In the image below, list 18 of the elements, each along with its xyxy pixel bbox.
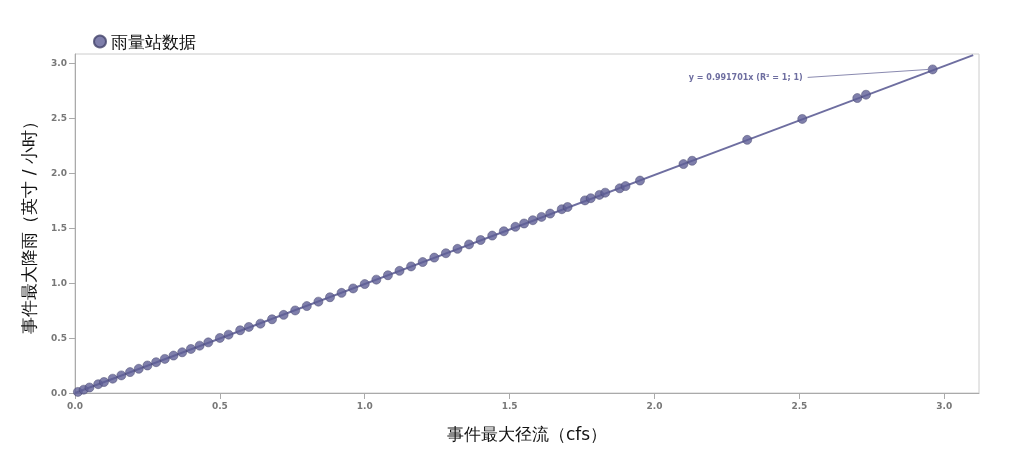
x-tick-label: 0.5 xyxy=(211,400,228,411)
y-tick-label: 2.5 xyxy=(51,112,67,123)
x-tick-label: 0.0 xyxy=(67,400,83,411)
y-axis-title: 事件最大降雨（英寸 / 小时） xyxy=(18,113,39,334)
x-tick-label: 2.0 xyxy=(646,400,663,411)
y-tick-label: 0.0 xyxy=(51,388,67,398)
annotation: y = 0.991701x (R² = 1; 1) xyxy=(688,72,803,82)
y-tick-label: 0.5 xyxy=(51,332,67,343)
x-axis-title: 事件最大径流（cfs） xyxy=(446,423,608,444)
y-tick-label: 1.0 xyxy=(51,277,67,288)
legend-label: 雨量站数据 xyxy=(111,31,196,52)
x-tick-label: 1.0 xyxy=(356,400,373,411)
y-tick-label: 2.0 xyxy=(51,167,67,178)
x-tick-label: 1.5 xyxy=(501,400,518,411)
y-tick-label: 3.0 xyxy=(51,57,67,68)
x-tick-label: 2.5 xyxy=(791,400,808,411)
y-tick-label: 1.5 xyxy=(51,222,67,233)
x-tick-label: 3.0 xyxy=(936,400,953,411)
